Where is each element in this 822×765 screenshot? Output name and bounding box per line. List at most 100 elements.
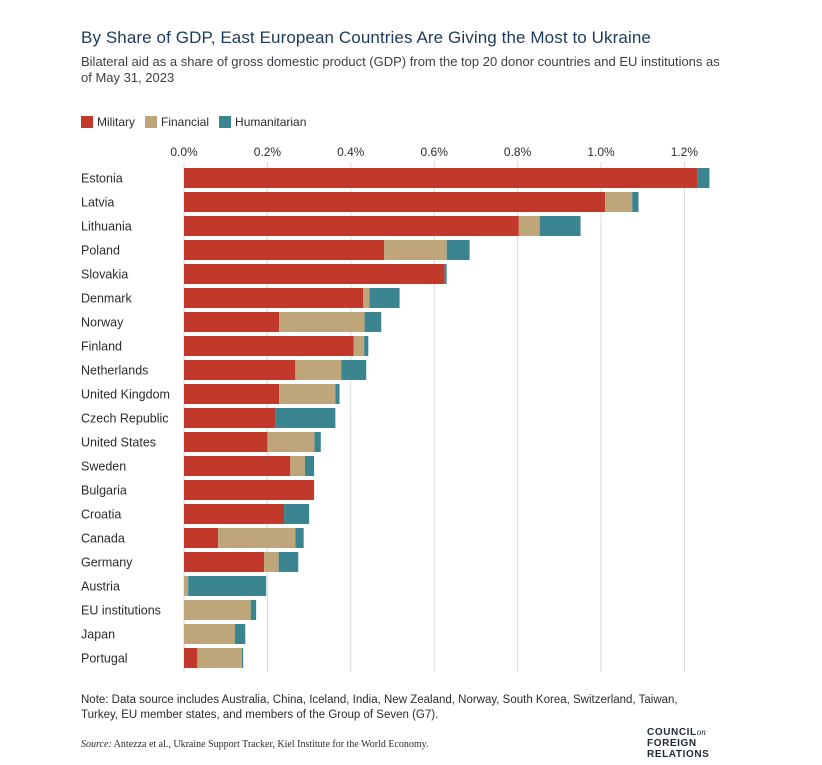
bar-segment-humanitarian [539,216,581,236]
category-label: United States [81,436,156,450]
category-label: Finland [81,340,122,354]
category-label: Czech Republic [81,412,169,426]
bar-segment-financial [295,360,342,380]
bar-segment-humanitarian [314,432,321,452]
category-label: Austria [81,580,120,594]
bar-segment-military [184,192,606,212]
bar-segment-financial [279,384,336,404]
bar-segment-humanitarian [444,264,447,284]
bar-segment-financial [184,624,235,644]
legend-label-financial: Financial [161,115,210,129]
x-tick-label: 1.0% [587,145,615,159]
legend-label-military: Military [97,115,135,129]
bar-segment-financial [290,456,305,476]
bar-segment-financial [363,288,370,308]
bar-segment-humanitarian [284,504,310,524]
bar-segment-financial [218,528,296,548]
x-tick-label: 1.2% [671,145,699,159]
source-label: Source: [81,739,112,750]
category-label: Slovakia [81,268,128,282]
bar-segment-military [184,360,296,380]
bar-segment-military [184,240,385,260]
bar-segment-humanitarian [364,336,369,356]
bar-segment-humanitarian [632,192,639,212]
legend-item-military: Military [81,115,135,129]
logo-line1-suffix: on [696,727,706,737]
category-label: Croatia [81,508,121,522]
legend-swatch-financial [145,116,157,128]
x-tick-label: 0.4% [337,145,365,159]
logo-line3: RELATIONS [647,749,710,760]
category-label: Norway [81,316,124,330]
bar-segment-military [184,456,291,476]
bar-segment-humanitarian [234,624,246,644]
bar-segment-financial [605,192,633,212]
bar-segment-humanitarian [446,240,470,260]
bar-segment-military [184,648,198,668]
category-label: Germany [81,556,133,570]
legend-item-humanitarian: Humanitarian [219,115,306,129]
bar-segment-humanitarian [250,600,257,620]
category-label: Portugal [81,652,128,666]
category-label: Bulgaria [81,484,127,498]
bar-chart: 0.0% 0.2% 0.4% 0.6% 0.8% 1.0% 1.2% Estonia Latv… [81,145,710,672]
bar-segment-humanitarian [278,552,299,572]
bar-segment-financial [184,600,251,620]
bar-segment-humanitarian [241,648,244,668]
category-labels: Estonia Latvia Lithuania Poland Slovakia Denm… [81,172,170,666]
bar-segment-military [184,336,354,356]
category-label: Latvia [81,196,114,210]
category-label: Netherlands [81,364,148,378]
category-label: Denmark [81,292,132,306]
bar-segment-military [184,432,268,452]
category-label: Estonia [81,172,123,186]
legend-item-financial: Financial [145,115,209,129]
bar-segment-financial [197,648,242,668]
bar-segment-humanitarian [335,384,340,404]
category-label: Sweden [81,460,126,474]
category-label: EU institutions [81,604,161,618]
bar-segment-military [184,216,519,236]
bar-segment-humanitarian [295,528,304,548]
bar-segment-military [184,408,276,428]
source-line: Source: Antezza et al., Ukraine Support … [81,739,429,750]
category-label: Lithuania [81,220,132,234]
bar-segment-humanitarian [341,360,367,380]
bar-segment-financial [353,336,365,356]
chart-title: By Share of GDP, East European Countries… [81,28,651,47]
bar-segment-humanitarian [188,576,267,596]
logo-line2: FOREIGN [647,738,697,749]
bar-segment-humanitarian [275,408,336,428]
legend: Military Financial Humanitarian [81,115,306,129]
x-tick-label: 0.0% [170,145,198,159]
legend-label-humanitarian: Humanitarian [235,115,307,129]
bar-segment-military [184,504,285,524]
bar-segment-humanitarian [369,288,400,308]
bar-segment-military [184,552,265,572]
chart-subtitle: Bilateral aid as a share of gross domest… [81,54,720,85]
cfr-logo: COUNCILon FOREIGN RELATIONS [647,727,709,760]
bars [184,168,710,668]
category-label: Poland [81,244,120,258]
bar-segment-financial [384,240,447,260]
x-tick-label: 0.8% [504,145,532,159]
legend-swatch-military [81,116,93,128]
category-label: Canada [81,532,125,546]
bar-segment-military [184,528,219,548]
bar-segment-military [184,168,698,188]
bar-segment-humanitarian [364,312,382,332]
source-text: Antezza et al., Ukraine Support Tracker,… [113,739,429,750]
bar-segment-military [184,264,445,284]
bar-segment-financial [518,216,540,236]
x-axis-ticks: 0.0% 0.2% 0.4% 0.6% 0.8% 1.0% 1.2% [170,145,698,159]
x-tick-label: 0.2% [254,145,282,159]
logo-line1: COUNCIL [647,727,697,738]
bar-segment-military [184,384,280,404]
bar-segment-military [184,288,364,308]
legend-swatch-humanitarian [219,116,232,128]
category-label: United Kingdom [81,388,170,402]
bar-segment-humanitarian [304,456,315,476]
bar-segment-humanitarian [697,168,710,188]
bar-segment-financial [264,552,279,572]
bar-segment-financial [267,432,315,452]
